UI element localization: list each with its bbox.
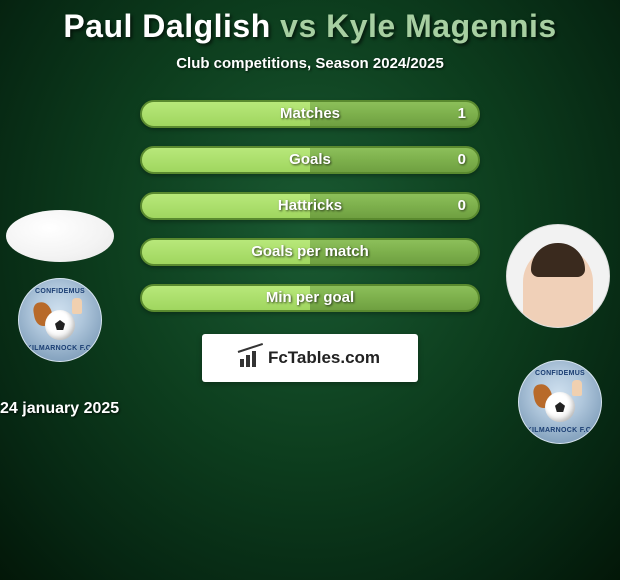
subtitle: Club competitions, Season 2024/2025 <box>176 55 444 72</box>
stat-label: Matches <box>142 102 478 126</box>
bar-track: Matches 1 <box>140 100 480 128</box>
bar-track: Goals 0 <box>140 146 480 174</box>
player1-avatar <box>6 210 114 262</box>
bar-chart-icon <box>240 349 262 367</box>
player1-club-badge: CONFIDEMUS KILMARNOCK F.C. <box>18 278 102 362</box>
title-vs: vs <box>280 8 317 44</box>
football-icon <box>45 310 75 340</box>
player2-club-badge: CONFIDEMUS KILMARNOCK F.C. <box>518 360 602 444</box>
bar-track: Min per goal <box>140 284 480 312</box>
club-badge-inner: CONFIDEMUS KILMARNOCK F.C. <box>526 368 594 436</box>
stat-value-right: 0 <box>458 194 466 218</box>
watermark: FcTables.com <box>202 334 418 382</box>
stat-row: Goals 0 <box>140 146 480 174</box>
stat-row: Hattricks 0 <box>140 192 480 220</box>
bar-track: Hattricks 0 <box>140 192 480 220</box>
player2-avatar <box>506 224 610 328</box>
stat-row: Goals per match <box>140 238 480 266</box>
watermark-text: FcTables.com <box>268 348 380 368</box>
hand-icon <box>572 380 582 396</box>
bar-track: Goals per match <box>140 238 480 266</box>
stat-label: Min per goal <box>142 286 478 310</box>
stat-row: Min per goal <box>140 284 480 312</box>
badge-text-bottom: KILMARNOCK F.C. <box>526 427 594 434</box>
badge-text-bottom: KILMARNOCK F.C. <box>26 345 94 352</box>
stat-value-right: 0 <box>458 148 466 172</box>
stat-label: Hattricks <box>142 194 478 218</box>
stat-label: Goals per match <box>142 240 478 264</box>
hand-icon <box>72 298 82 314</box>
content-root: Paul Dalglish vs Kyle Magennis Club comp… <box>0 0 620 580</box>
face-icon <box>523 247 593 328</box>
stats-area: CONFIDEMUS KILMARNOCK F.C. CONFIDEMUS KI… <box>0 100 620 418</box>
club-badge-inner: CONFIDEMUS KILMARNOCK F.C. <box>26 286 94 354</box>
page-title: Paul Dalglish vs Kyle Magennis <box>63 8 556 45</box>
badge-text-top: CONFIDEMUS <box>526 370 594 377</box>
stat-bars: Matches 1 Goals 0 Hattricks 0 <box>140 100 480 312</box>
stat-value-right: 1 <box>458 102 466 126</box>
title-player1: Paul Dalglish <box>63 8 270 44</box>
football-icon <box>545 392 575 422</box>
title-player2: Kyle Magennis <box>326 8 557 44</box>
stat-label: Goals <box>142 148 478 172</box>
stat-row: Matches 1 <box>140 100 480 128</box>
badge-text-top: CONFIDEMUS <box>26 288 94 295</box>
